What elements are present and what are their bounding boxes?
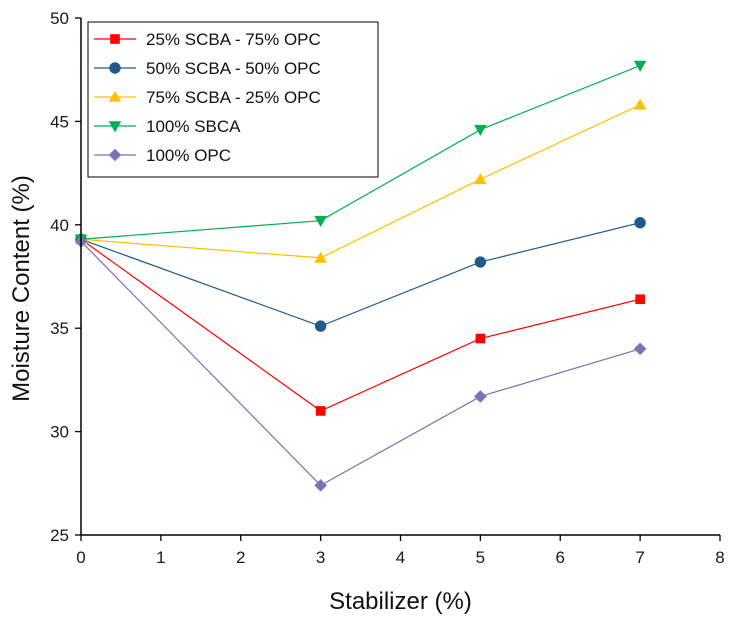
legend-entry-100pct-sbca: 100% SBCA	[94, 117, 241, 136]
legend-entry-75pct-scba-25pct-opc: 75% SCBA - 25% OPC	[94, 88, 321, 107]
data-point-25pct-scba-75pct-opc	[635, 294, 645, 305]
series-line-100pct-sbca	[80, 65, 641, 240]
y-tick-label: 25	[50, 526, 69, 545]
legend-marker-100pct-sbca	[108, 121, 122, 133]
legend-entry-25pct-scba-75pct-opc: 25% SCBA - 75% OPC	[94, 30, 321, 49]
y-axis-title: Moisture Content (%)	[8, 175, 35, 402]
legend-label-50pct-scba-50pct-opc: 50% SCBA - 50% OPC	[146, 59, 321, 78]
data-point-100pct-sbca	[314, 215, 327, 227]
data-point-25pct-scba-75pct-opc	[315, 406, 326, 416]
x-tick-label: 4	[396, 548, 405, 567]
legend-entry-100pct-opc: 100% OPC	[94, 146, 231, 165]
x-tick-label: 1	[156, 548, 165, 567]
legend: 25% SCBA - 75% OPC 50% SCBA - 50% OPC 75% …	[87, 21, 379, 178]
legend-label-25pct-scba-75pct-opc: 25% SCBA - 75% OPC	[146, 30, 321, 49]
legend-label-75pct-scba-25pct-opc: 75% SCBA - 25% OPC	[146, 88, 321, 107]
data-point-75pct-scba-25pct-opc	[474, 173, 487, 185]
x-tick-label: 5	[476, 548, 485, 567]
x-tick-label: 0	[76, 548, 85, 567]
data-point-100pct-sbca	[474, 124, 487, 136]
series-50pct-scba-50pct-opc	[75, 217, 646, 332]
series-line-100pct-opc	[80, 240, 641, 487]
data-point-75pct-scba-25pct-opc	[314, 251, 327, 263]
series-line-50pct-scba-50pct-opc	[80, 222, 641, 327]
x-tick-label: 3	[316, 548, 325, 567]
x-axis-title: Stabilizer (%)	[329, 588, 472, 615]
data-point-50pct-scba-50pct-opc	[634, 217, 646, 229]
data-point-100pct-opc	[633, 342, 647, 356]
data-point-100pct-opc	[474, 390, 487, 403]
y-tick-label: 30	[50, 423, 69, 442]
legend-label-100pct-sbca: 100% SBCA	[146, 117, 241, 136]
series-100pct-opc	[74, 235, 647, 492]
x-tick-label: 7	[635, 548, 644, 567]
y-tick-label: 50	[50, 9, 69, 28]
series-25pct-scba-75pct-opc	[76, 234, 645, 416]
data-point-50pct-scba-50pct-opc	[474, 256, 487, 268]
series-line-75pct-scba-25pct-opc	[80, 104, 641, 259]
data-point-75pct-scba-25pct-opc	[633, 98, 647, 110]
legend-marker-100pct-opc	[108, 148, 122, 162]
data-point-100pct-sbca	[633, 60, 647, 72]
y-tick-label: 35	[50, 319, 69, 338]
y-tick-label: 40	[50, 216, 69, 235]
legend-marker-50pct-scba-50pct-opc	[109, 62, 121, 74]
data-point-25pct-scba-75pct-opc	[475, 333, 486, 344]
x-tick-label: 8	[715, 548, 724, 567]
x-tick-label: 2	[236, 548, 245, 567]
data-point-50pct-scba-50pct-opc	[314, 320, 327, 332]
legend-entry-50pct-scba-50pct-opc: 50% SCBA - 50% OPC	[94, 59, 321, 78]
y-tick-label: 45	[50, 112, 69, 131]
legend-box	[87, 21, 379, 178]
legend-marker-75pct-scba-25pct-opc	[108, 90, 122, 102]
legend-marker-25pct-scba-75pct-opc	[110, 34, 120, 44]
legend-label-100pct-opc: 100% OPC	[146, 146, 231, 165]
x-tick-label: 6	[556, 548, 565, 567]
data-point-100pct-opc	[314, 479, 327, 492]
series-line-25pct-scba-75pct-opc	[80, 238, 641, 412]
